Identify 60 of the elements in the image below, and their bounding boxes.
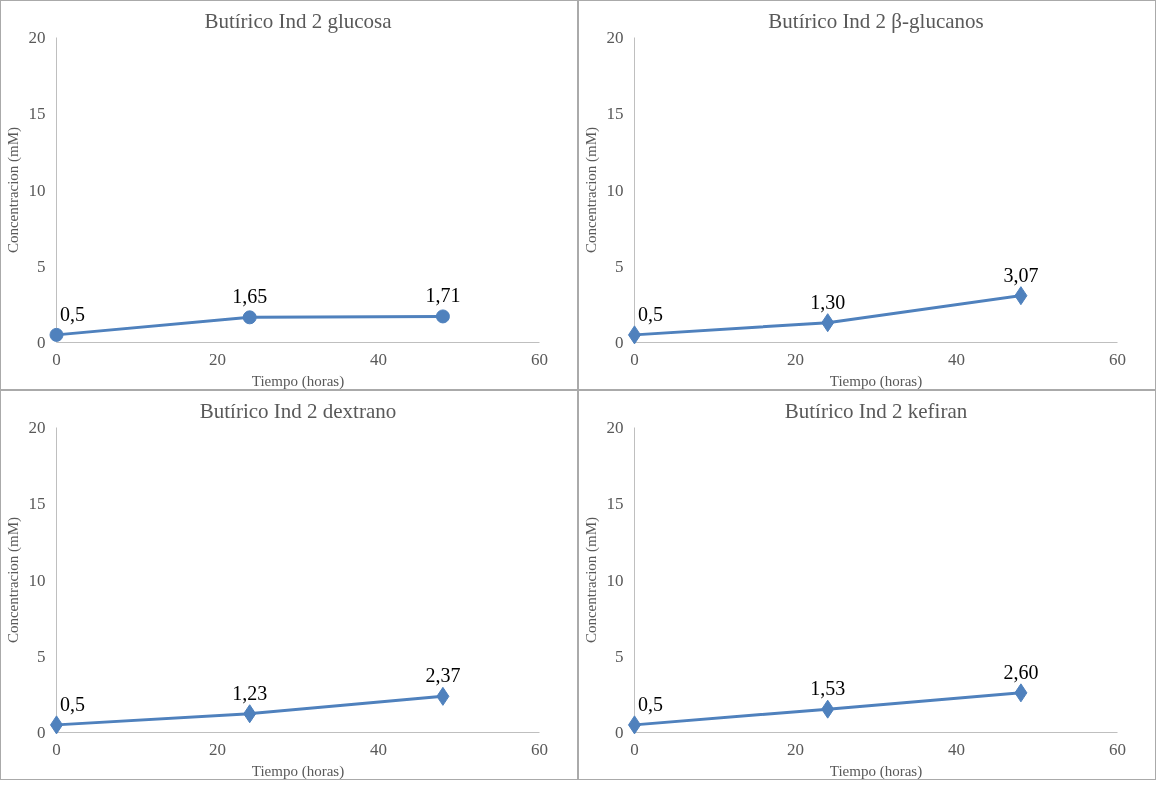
chart-title: Butírico Ind 2 dextrano [199, 398, 397, 423]
y-axis-title: Concentracion (mM) [4, 516, 22, 644]
data-label: 0,5 [60, 302, 85, 325]
x-axis-title: Tiempo (horas) [829, 762, 923, 780]
x-tick-label: 0 [52, 349, 61, 369]
x-tick-label: 60 [1109, 349, 1126, 369]
y-tick-label: 20 [28, 418, 46, 437]
data-label: 1,30 [810, 290, 846, 313]
chart-title: Butírico Ind 2 kefiran [784, 398, 968, 423]
x-tick-label: 20 [787, 349, 804, 369]
y-tick-label: 5 [615, 256, 624, 276]
y-tick-label: 15 [606, 494, 624, 514]
y-tick-label: 10 [28, 180, 46, 200]
x-tick-label: 0 [630, 349, 639, 369]
y-axis-title: Concentracion (mM) [582, 126, 600, 254]
y-tick-label: 0 [615, 723, 624, 742]
data-label: 3,07 [1003, 263, 1039, 286]
y-tick-label: 15 [606, 104, 624, 124]
y-tick-label: 10 [606, 180, 624, 200]
x-axis-title: Tiempo (horas) [829, 372, 923, 390]
x-tick-label: 20 [787, 739, 804, 759]
y-tick-label: 0 [615, 333, 624, 352]
y-tick-label: 5 [37, 256, 46, 276]
x-tick-label: 40 [370, 349, 387, 369]
data-label: 2,60 [1003, 660, 1039, 683]
data-label: 0,5 [638, 302, 663, 325]
y-tick-label: 15 [28, 104, 46, 124]
data-label: 1,23 [232, 681, 268, 704]
x-tick-label: 20 [209, 739, 226, 759]
x-tick-label: 0 [630, 739, 639, 759]
chart-title: Butírico Ind 2 glucosa [204, 8, 393, 33]
x-tick-label: 40 [370, 739, 387, 759]
data-label: 0,5 [60, 692, 85, 715]
x-tick-label: 60 [1109, 739, 1126, 759]
y-tick-label: 0 [37, 723, 46, 742]
y-tick-label: 5 [37, 646, 46, 666]
x-tick-label: 20 [209, 349, 226, 369]
chart-title: Butírico Ind 2 β-glucanos [768, 8, 984, 33]
data-label: 1,65 [232, 285, 268, 308]
x-tick-label: 40 [948, 349, 965, 369]
data-label: 1,71 [425, 284, 461, 307]
x-tick-label: 40 [948, 739, 965, 759]
y-tick-label: 10 [28, 570, 46, 590]
x-tick-label: 60 [531, 739, 548, 759]
x-tick-label: 60 [531, 349, 548, 369]
y-tick-label: 15 [28, 494, 46, 514]
data-label: 2,37 [425, 664, 461, 687]
x-axis-title: Tiempo (horas) [251, 372, 345, 390]
y-axis-title: Concentracion (mM) [582, 516, 600, 644]
y-tick-label: 0 [37, 333, 46, 352]
y-tick-label: 20 [606, 28, 624, 47]
y-tick-label: 20 [28, 28, 46, 47]
data-label: 1,53 [810, 677, 846, 700]
x-tick-label: 0 [52, 739, 61, 759]
y-axis-title: Concentracion (mM) [4, 126, 22, 254]
y-tick-label: 20 [606, 418, 624, 437]
y-tick-label: 10 [606, 570, 624, 590]
y-tick-label: 5 [615, 646, 624, 666]
x-axis-title: Tiempo (horas) [251, 762, 345, 780]
data-label: 0,5 [638, 692, 663, 715]
